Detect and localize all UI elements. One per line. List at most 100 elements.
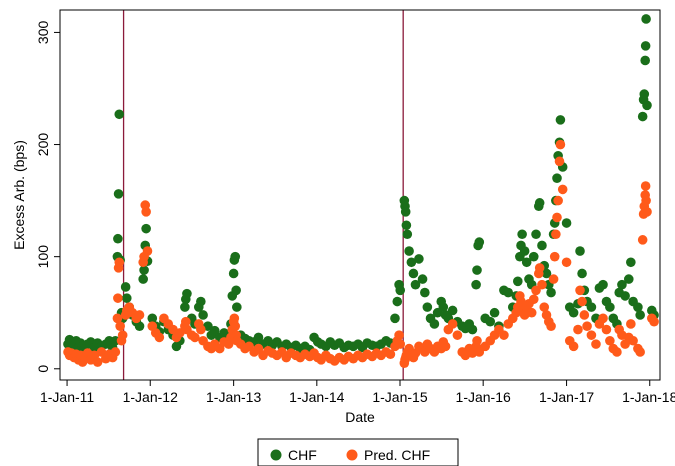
- x-tick-label-2: 1-Jan-13: [206, 389, 261, 405]
- x-tick-label-7: 1-Jan-18: [622, 389, 675, 405]
- point-pred-chf-98: [385, 349, 396, 360]
- point-chf-134: [485, 316, 496, 327]
- point-pred-chf-162: [553, 195, 563, 206]
- point-pred-chf-179: [605, 335, 615, 346]
- point-chf-50: [196, 296, 206, 307]
- point-chf-141: [513, 276, 523, 287]
- x-tick-label-4: 1-Jan-15: [372, 389, 427, 405]
- y-tick-label-3: 300: [35, 21, 51, 45]
- point-pred-chf-161: [552, 212, 562, 223]
- point-pred-chf-198: [649, 316, 659, 327]
- point-chf-64: [232, 302, 242, 312]
- point-chf-170: [575, 246, 585, 256]
- point-chf-161: [552, 173, 562, 183]
- point-chf-195: [641, 14, 651, 24]
- point-chf-114: [420, 287, 430, 298]
- point-chf-135: [489, 307, 500, 318]
- point-chf-25: [120, 282, 131, 292]
- point-chf-149: [528, 251, 539, 262]
- point-chf-132: [474, 237, 485, 247]
- point-chf-30: [134, 321, 145, 331]
- legend-box: [257, 438, 459, 466]
- x-axis: 1-Jan-11 1-Jan-12 1-Jan-13 1-Jan-14 1-Jan-15…: [40, 380, 675, 405]
- point-pred-chf-121: [440, 341, 451, 352]
- point-chf-46: [182, 288, 192, 299]
- point-pred-chf-152: [534, 263, 545, 273]
- point-chf-179: [605, 302, 615, 312]
- point-chf-146: [521, 257, 532, 268]
- x-tick-label-3: 1-Jan-14: [289, 389, 344, 405]
- point-pred-chf-38: [154, 332, 165, 343]
- point-chf-130: [472, 265, 482, 275]
- point-chf-19: [113, 233, 123, 244]
- point-pred-chf-24: [117, 330, 128, 340]
- x-tick-label-5: 1-Jan-16: [456, 389, 511, 405]
- point-chf-60: [228, 268, 239, 279]
- point-pred-chf-170: [575, 285, 585, 296]
- point-chf-138: [503, 287, 514, 298]
- point-chf-108: [404, 246, 414, 256]
- point-chf-193: [640, 55, 650, 66]
- point-chf-111: [410, 279, 421, 290]
- point-pred-chf-30: [134, 310, 145, 320]
- point-chf-31: [138, 274, 148, 284]
- point-pred-chf-186: [626, 319, 636, 329]
- point-pred-chf-149: [528, 294, 539, 305]
- point-pred-chf-187: [628, 335, 638, 346]
- legend: CHF Pred. CHF: [257, 438, 459, 466]
- point-pred-chf-34: [141, 207, 151, 217]
- point-chf-69: [253, 332, 264, 343]
- point-chf-189: [635, 310, 645, 320]
- point-pred-chf-160: [551, 229, 561, 240]
- point-pred-chf-17: [110, 347, 121, 357]
- point-pred-chf-153: [537, 279, 547, 290]
- point-chf-152: [534, 198, 545, 208]
- point-pred-chf-19: [113, 293, 123, 303]
- point-pred-chf-50: [196, 324, 206, 335]
- point-pred-chf-159: [549, 251, 560, 262]
- point-chf-166: [561, 218, 572, 228]
- x-tick-label-0: 1-Jan-11: [40, 389, 94, 405]
- point-chf-157: [546, 287, 556, 298]
- point-chf-113: [417, 274, 428, 284]
- point-pred-chf-189: [635, 347, 645, 357]
- point-pred-chf-181: [612, 347, 622, 357]
- point-chf-186: [626, 257, 636, 268]
- point-chf-36: [147, 313, 158, 324]
- point-chf-34: [141, 223, 151, 234]
- data-points: [63, 14, 659, 368]
- point-pred-chf-35: [142, 246, 153, 256]
- point-pred-chf-148: [526, 307, 537, 318]
- point-chf-107: [402, 229, 413, 240]
- point-pred-chf-158: [548, 274, 559, 284]
- legend-marker-pred-chf: [346, 449, 358, 461]
- point-chf-26: [121, 293, 132, 303]
- point-chf-99: [390, 313, 400, 324]
- point-chf-129: [471, 279, 481, 290]
- point-pred-chf-18: [112, 313, 123, 324]
- legend-label-pred-chf: Pred. CHF: [364, 447, 430, 463]
- point-pred-chf-171: [577, 296, 587, 307]
- x-axis-title: Date: [345, 409, 375, 425]
- point-chf-153: [537, 240, 547, 251]
- y-tick-label-1: 100: [35, 245, 51, 269]
- point-pred-chf-21: [114, 257, 125, 268]
- point-pred-chf-169: [573, 324, 583, 335]
- point-chf-171: [577, 268, 587, 279]
- x-tick-label-6: 1-Jan-17: [539, 389, 594, 405]
- point-pred-chf-154: [539, 302, 550, 312]
- point-pred-chf-164: [555, 139, 566, 150]
- point-pred-chf-124: [452, 330, 463, 340]
- point-chf-196: [642, 100, 652, 111]
- point-pred-chf-163: [554, 156, 565, 167]
- point-chf-183: [617, 279, 627, 290]
- point-pred-chf-123: [447, 319, 458, 329]
- point-chf-21: [114, 109, 125, 120]
- point-pred-chf-12: [92, 357, 103, 367]
- point-chf-128: [467, 324, 478, 335]
- legend-marker-chf: [270, 449, 282, 461]
- point-chf-188: [633, 302, 643, 312]
- point-pred-chf-22: [115, 321, 125, 331]
- point-pred-chf-61: [229, 313, 240, 324]
- point-pred-chf-178: [601, 324, 612, 335]
